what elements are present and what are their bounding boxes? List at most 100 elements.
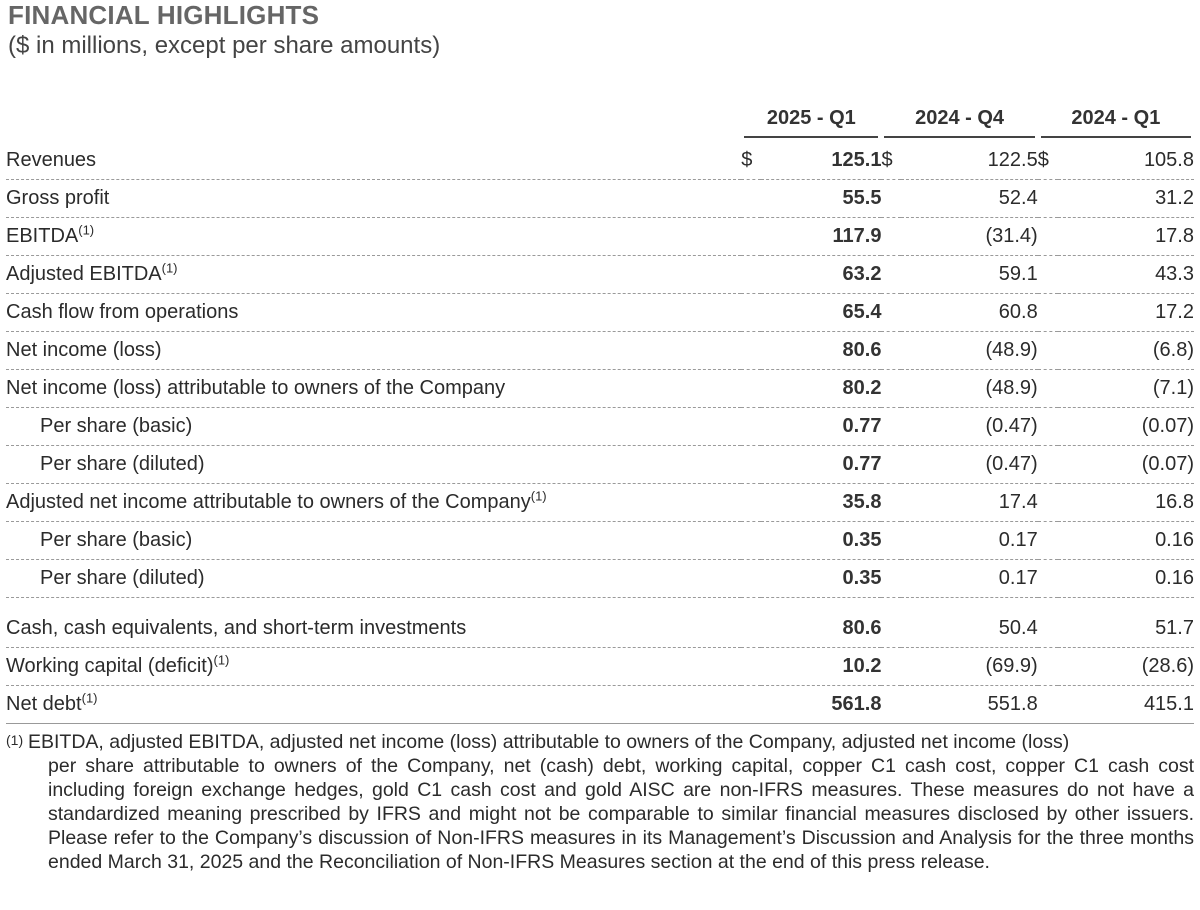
currency-symbol [881,179,902,218]
currency-symbol [881,685,902,724]
cell-value: (28.6) [1057,647,1194,686]
cell-value: (69.9) [901,647,1038,686]
cell-value: (48.9) [901,369,1038,408]
currency-symbol [741,293,762,332]
row-label: EBITDA(1) [6,217,742,256]
page-title: FINANCIAL HIGHLIGHTS [8,0,320,30]
currency-symbol [1037,255,1058,294]
footnote-ref: (1) [530,488,547,504]
cell-value: 0.16 [1057,559,1194,598]
table-row: Net income (loss) 80.6 (48.9) (6.8) [6,331,1194,370]
currency-symbol [741,255,762,294]
table-row: Adjusted net income attributable to owne… [6,483,1194,522]
currency-symbol [1037,407,1058,446]
row-label: Net income (loss) attributable to owners… [6,369,742,408]
currency-symbol [881,369,902,408]
cell-value: 117.9 [761,217,882,256]
cell-value: 0.17 [901,559,1038,598]
currency-symbol [741,559,762,598]
currency-symbol [741,407,762,446]
currency-symbol: $ [881,142,902,180]
row-label: Net debt(1) [6,685,742,724]
currency-symbol [881,293,902,332]
currency-symbol [1037,483,1058,522]
cell-value: (0.07) [1057,445,1194,484]
currency-symbol [881,331,902,370]
cell-value: 59.1 [901,255,1038,294]
currency-symbol [741,610,762,648]
currency-symbol [741,369,762,408]
cell-value: 17.4 [901,483,1038,522]
cell-value: (48.9) [901,331,1038,370]
cell-value: 10.2 [761,647,882,686]
currency-symbol [741,521,762,560]
currency-symbol [741,483,762,522]
row-label: Cash, cash equivalents, and short-term i… [6,610,742,648]
footnote: (1) EBITDA, adjusted EBITDA, adjusted ne… [6,730,1194,874]
cell-value: 35.8 [761,483,882,522]
cell-value: 415.1 [1057,685,1194,724]
currency-symbol [1037,331,1058,370]
currency-symbol [741,445,762,484]
cell-value: 0.77 [761,407,882,446]
column-header-2024-q1: 2024 - Q1 [1038,100,1194,142]
cell-value: (0.47) [901,407,1038,446]
currency-symbol [1037,217,1058,256]
footnote-first-line: EBITDA, adjusted EBITDA, adjusted net in… [28,731,1070,753]
financial-highlights-table: 2025 - Q1 2024 - Q4 2024 - Q1 Revenues $1… [6,100,1194,724]
row-label: Cash flow from operations [6,293,742,332]
cell-value: 561.8 [761,685,882,724]
currency-symbol [1037,521,1058,560]
row-label: Net income (loss) [6,331,742,370]
row-label: Per share (diluted) [6,559,742,598]
currency-symbol [881,610,902,648]
currency-symbol [1037,445,1058,484]
footnote-ref: (1) [81,690,98,706]
cell-value: 80.6 [761,610,882,648]
currency-symbol [1037,610,1058,648]
footnote-ref: (1) [78,222,95,238]
footnote-marker: (1) [6,732,24,748]
row-label: Gross profit [6,179,742,218]
currency-symbol [881,445,902,484]
cell-value: 65.4 [761,293,882,332]
currency-symbol [741,217,762,256]
cell-value: 80.2 [761,369,882,408]
currency-symbol [1037,685,1058,724]
footnote-ref: (1) [161,260,178,276]
table-row: Net debt(1) 561.8 551.8 415.1 [6,685,1194,724]
row-label: Working capital (deficit)(1) [6,647,742,686]
currency-symbol: $ [1037,142,1058,180]
row-label: Adjusted net income attributable to owne… [6,483,742,522]
cell-value: 63.2 [761,255,882,294]
currency-symbol [881,647,902,686]
currency-symbol [741,331,762,370]
row-label: Per share (basic) [6,407,742,446]
currency-symbol [881,217,902,256]
row-label: Per share (basic) [6,521,742,560]
row-label: Per share (diluted) [6,445,742,484]
currency-symbol [1037,647,1058,686]
currency-symbol: $ [741,142,762,180]
table-row: Revenues $125.1 $122.5 $105.8 [6,142,1194,180]
cell-value: 43.3 [1057,255,1194,294]
table-row: Cash flow from operations 65.4 60.8 17.2 [6,293,1194,332]
table-row: Cash, cash equivalents, and short-term i… [6,610,1194,648]
cell-value: 125.1 [761,142,882,180]
currency-symbol [881,407,902,446]
cell-value: 0.35 [761,521,882,560]
header-spacer [6,100,741,142]
cell-value: 52.4 [901,179,1038,218]
cell-value: 31.2 [1057,179,1194,218]
column-header-2025-q1: 2025 - Q1 [741,100,881,142]
table-row: Per share (basic) 0.35 0.17 0.16 [6,521,1194,560]
cell-value: 105.8 [1057,142,1194,180]
cell-value: 122.5 [901,142,1038,180]
page-subtitle: ($ in millions, except per share amounts… [8,32,441,59]
currency-symbol [881,483,902,522]
currency-symbol [881,521,902,560]
currency-symbol [881,559,902,598]
row-label: Revenues [6,142,742,180]
table-row: Adjusted EBITDA(1) 63.2 59.1 43.3 [6,255,1194,294]
cell-value: 55.5 [761,179,882,218]
